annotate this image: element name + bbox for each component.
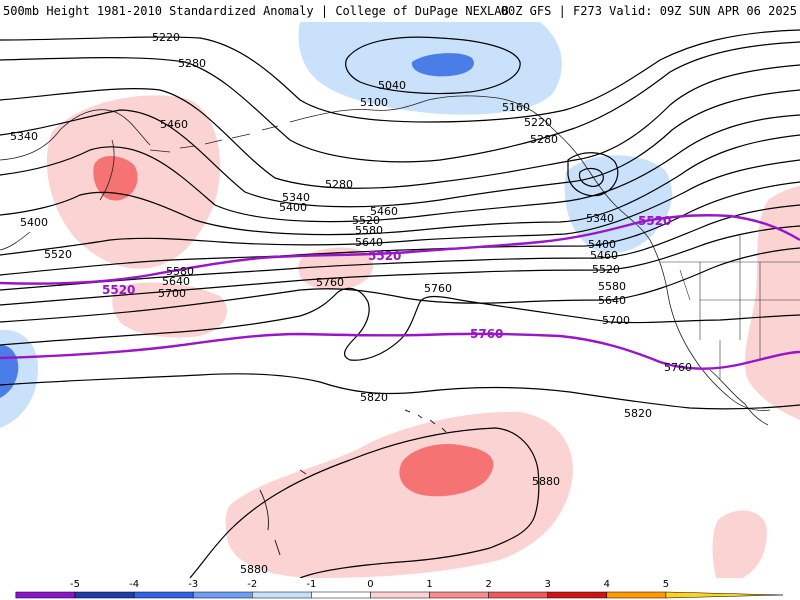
colorbar-tick-label: 3 [545, 579, 551, 590]
highlight-contour-labels: 5520 5520 5520 5760 [102, 214, 671, 341]
contour-5760 [0, 332, 800, 370]
colorbar-tick-label: 1 [426, 579, 432, 590]
anomaly-shading [0, 22, 800, 578]
positive-anomaly-core [93, 155, 138, 201]
contour-label: 5340 [282, 191, 310, 204]
contour-label: 5340 [586, 212, 614, 225]
colorbar-segment [133, 591, 194, 599]
colorbar-segment [488, 591, 548, 599]
contour-label: 5640 [598, 294, 626, 307]
contour-label: 5640 [162, 275, 190, 288]
contour-label: 5760 [664, 361, 692, 374]
contour-label: 5580 [166, 265, 194, 278]
positive-anomaly-core [399, 443, 494, 497]
height-contours [0, 29, 800, 578]
contour-label: 5760 [316, 276, 344, 289]
contour-label: 5820 [360, 391, 388, 404]
contour-label: 5040 [378, 79, 406, 92]
contour-label: 5460 [590, 249, 618, 262]
colorbar-tick-label: -3 [188, 579, 198, 590]
colorbar-tick-label: -2 [247, 579, 257, 590]
contour-label: 5760 [424, 282, 452, 295]
contour-label: 5160 [502, 101, 530, 114]
contour-label: 5280 [178, 57, 206, 70]
map-title: 500mb Height 1981-2010 Standardized Anom… [3, 4, 509, 18]
contour-label: 5460 [160, 118, 188, 131]
contour-label: 5580 [355, 224, 383, 237]
contour-label: 5220 [524, 116, 552, 129]
map-header: 500mb Height 1981-2010 Standardized Anom… [0, 0, 800, 22]
colorbar-tick-label: -4 [129, 579, 139, 590]
highlight-contours [0, 214, 800, 370]
contour-label: 5520 [592, 263, 620, 276]
contour-label: 5280 [530, 133, 558, 146]
contour-5520 [0, 214, 800, 285]
contour-label: 5580 [598, 280, 626, 293]
colorbar-segment [370, 591, 430, 599]
colorbar-segments [15, 591, 784, 599]
colorbar-segment [665, 591, 784, 599]
contour-label: 5880 [240, 563, 268, 576]
contour-label: 5640 [355, 236, 383, 249]
negative-anomaly-area [564, 155, 673, 254]
colorbar-tick-label: 0 [367, 579, 373, 590]
colorbar-segment [15, 591, 76, 599]
hawaii-islands [404, 409, 447, 433]
colorbar-segment [547, 591, 608, 599]
pacific-islands [259, 469, 307, 556]
colorbar-segment [429, 591, 489, 599]
contour-label-5520: 5520 [368, 249, 401, 263]
contour-label-5520: 5520 [638, 214, 671, 228]
positive-anomaly-area [112, 282, 228, 338]
colorbar-segment [74, 591, 135, 599]
contour-label: 5400 [20, 216, 48, 229]
colorbar-segment [252, 591, 312, 599]
aleutian-islands [149, 117, 306, 153]
colorbar-segment [606, 591, 667, 599]
north-america-coastline [649, 239, 771, 411]
contour-label: 5100 [360, 96, 388, 109]
contour-label: 5220 [152, 31, 180, 44]
colorbar-segment [192, 591, 253, 599]
alaska-coastline [304, 95, 651, 241]
contour-label: 5340 [10, 130, 38, 143]
colorbar-tick-label: 5 [663, 579, 669, 590]
contour-label: 5520 [352, 214, 380, 227]
negative-anomaly-core [411, 53, 474, 77]
positive-anomaly-area [225, 411, 573, 578]
contour-label-5760: 5760 [470, 327, 503, 341]
contour-label-5520: 5520 [102, 283, 135, 297]
positive-anomaly-area [745, 186, 800, 420]
contour-label: 5700 [602, 314, 630, 327]
contour-label: 5820 [624, 407, 652, 420]
contour-label: 5400 [588, 238, 616, 251]
contour-label: 5400 [279, 201, 307, 214]
anomaly-map: 5220 5280 5340 5400 5520 5460 5040 5100 … [0, 22, 800, 578]
colorbar-tick-label: -1 [306, 579, 316, 590]
contour-labels: 5220 5280 5340 5400 5520 5460 5040 5100 … [10, 31, 692, 576]
model-valid-time: 00Z GFS | F273 Valid: 09Z SUN APR 06 202… [500, 4, 797, 18]
contour-label: 5880 [532, 475, 560, 488]
colorbar-tick-label: 2 [485, 579, 491, 590]
colorbar-tick-label: 4 [604, 579, 610, 590]
contour-label: 5520 [44, 248, 72, 261]
anomaly-colorbar: -5 -4 -3 -2 -1 0 1 2 3 4 5 [15, 579, 784, 599]
contour-label: 5280 [325, 178, 353, 191]
colorbar-ticks: -5 -4 -3 -2 -1 0 1 2 3 4 5 [70, 579, 669, 590]
colorbar-segment [311, 591, 371, 599]
contour-label: 5460 [370, 205, 398, 218]
asia-coastline [0, 109, 151, 251]
contour-label: 5700 [158, 287, 186, 300]
colorbar-tick-label: -5 [70, 579, 80, 590]
positive-anomaly-area [712, 510, 767, 578]
